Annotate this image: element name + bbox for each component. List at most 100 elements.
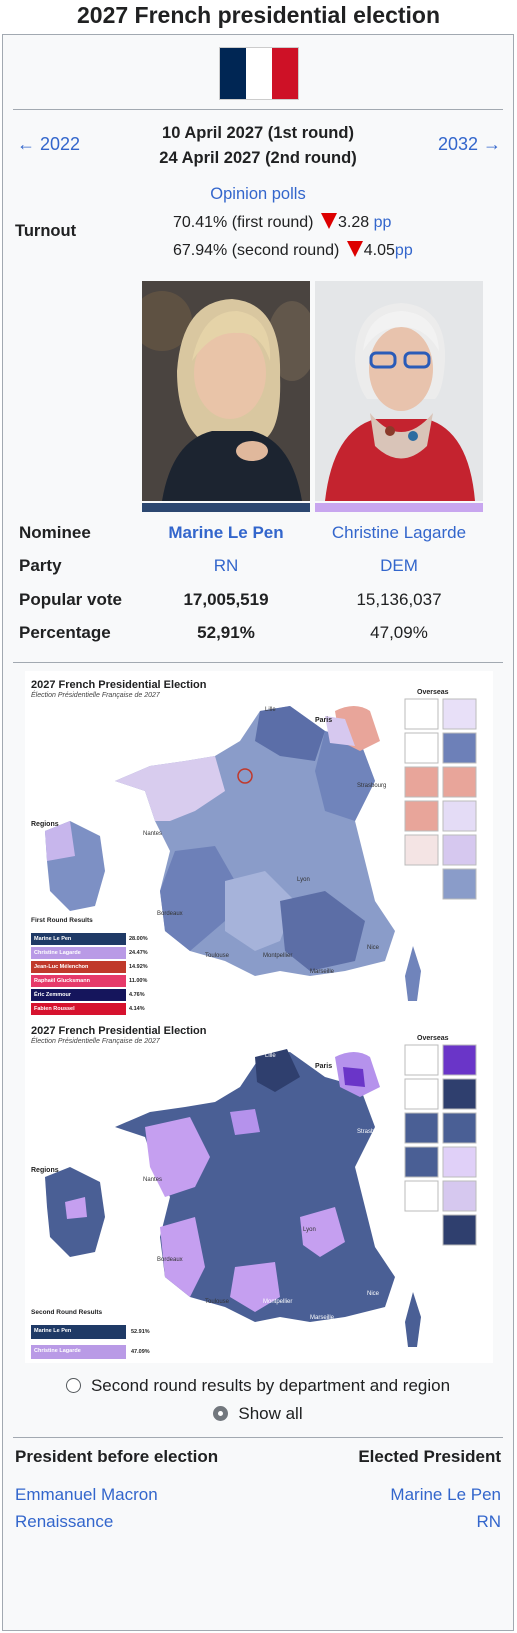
lagarde-percentage: 47,09% — [370, 623, 428, 642]
option-label: Show all — [238, 1404, 303, 1423]
candidate-photo-le-pen[interactable] — [142, 281, 310, 501]
percentage-point-link[interactable]: pp — [394, 242, 413, 259]
turnout-first-round: 70.41% (first round) 3.28 pp — [173, 213, 391, 232]
next-election-link[interactable]: 2032 → — [437, 134, 501, 154]
previous-party-link[interactable]: Renaissance — [15, 1512, 114, 1531]
radio-button-selected[interactable] — [213, 1406, 229, 1421]
french-flag-icon — [219, 47, 299, 100]
city-label: Bordeaux — [157, 911, 183, 917]
city-label: Strasbourg — [357, 783, 387, 789]
party-rn-link[interactable]: RN — [213, 556, 239, 575]
regions-label: Regions — [31, 1167, 59, 1174]
election-dates: 10 April 2027 (1st round) 24 April 2027 … — [123, 121, 393, 171]
candidate-photo-lagarde[interactable] — [315, 281, 483, 501]
legend-entry: Jean-Luc Mélenchon — [31, 961, 126, 973]
city-label: Strasbourg — [357, 1129, 387, 1135]
percentage-point-link[interactable]: pp — [373, 214, 392, 231]
opinion-polls-row: Opinion polls — [3, 185, 513, 204]
party-label: Party — [19, 556, 62, 575]
le-pen-color-bar — [142, 503, 310, 512]
first-round-date: 10 April 2027 (1st round) — [162, 124, 354, 142]
radio-button[interactable] — [65, 1378, 81, 1393]
nominee-lagarde-link[interactable]: Christine Lagarde — [331, 523, 467, 542]
legend-pct: 28.00% — [129, 936, 148, 942]
city-label: Montpellier — [263, 1299, 293, 1305]
legend-entry: Éric Zemmour — [31, 989, 126, 1001]
president-before-label: President before election — [15, 1447, 219, 1466]
divider — [13, 1437, 503, 1438]
popular-vote-label: Popular vote — [19, 590, 122, 609]
city-label: Marseille — [310, 1315, 335, 1321]
city-label: Lyon — [297, 877, 310, 883]
opinion-polls-link[interactable]: Opinion polls — [210, 185, 306, 203]
paris-label: Paris — [315, 717, 333, 724]
legend-pct: 52.91% — [131, 1329, 150, 1335]
le-pen-votes: 17,005,519 — [183, 590, 269, 609]
city-label: Toulouse — [205, 1299, 230, 1305]
city-label: Nantes — [143, 831, 163, 837]
decrease-triangle-icon — [320, 213, 337, 229]
infobox: ← 2022 10 April 2027 (1st round) 24 Apri… — [2, 34, 514, 1631]
city-label: Marseille — [310, 969, 335, 975]
map-title: 2027 French Presidential Election — [31, 679, 207, 691]
city-label: Nice — [367, 1291, 380, 1297]
previous-president-link[interactable]: Emmanuel Macron — [15, 1485, 158, 1504]
second-round-map[interactable]: 2027 French Presidential Election Électi… — [25, 1017, 493, 1363]
legend-title: First Round Results — [31, 917, 93, 924]
paris-label: Paris — [315, 1063, 333, 1070]
turnout-first-value: 70.41% (first round) — [173, 214, 314, 231]
legend-pct: 47.09% — [131, 1349, 150, 1355]
lagarde-color-bar — [315, 503, 483, 512]
legend-pct: 24.47% — [129, 950, 148, 956]
map-option-second-round[interactable]: Second round results by department and r… — [3, 1376, 513, 1396]
city-label: Toulouse — [205, 953, 230, 959]
legend-entry: Marine Le Pen — [31, 1325, 126, 1339]
previous-election-link[interactable]: ← 2022 — [17, 134, 81, 154]
percentage-label: Percentage — [19, 623, 111, 642]
page-title: 2027 French presidential election — [76, 2, 441, 28]
legend-entry: Marine Le Pen — [31, 933, 126, 945]
decrease-triangle-icon — [346, 241, 363, 257]
legend-entry: Christine Lagarde — [31, 1345, 126, 1359]
first-round-map[interactable]: 2027 French Presidential Election Électi… — [25, 671, 493, 1017]
regions-label: Regions — [31, 821, 59, 828]
turnout-first-change: 3.28 — [337, 214, 370, 231]
second-round-date: 24 April 2027 (2nd round) — [159, 149, 357, 167]
option-label: Second round results by department and r… — [90, 1376, 451, 1395]
elected-president-label: Elected President — [358, 1447, 501, 1466]
legend-title: Second Round Results — [31, 1309, 103, 1316]
nominee-le-pen-link[interactable]: Marine Le Pen — [168, 523, 284, 542]
city-label: Lille — [265, 707, 276, 713]
legend-pct: 11.00% — [129, 978, 148, 984]
legend-pct: 14.92% — [129, 964, 148, 970]
city-label: Montpellier — [263, 953, 293, 959]
elected-party-link[interactable]: RN — [476, 1512, 501, 1531]
le-pen-percentage: 52,91% — [197, 623, 255, 642]
legend-entry: Raphaël Glucksmann — [31, 975, 126, 987]
legend-entry: Fabien Roussel — [31, 1003, 126, 1015]
city-label: Lyon — [303, 1227, 316, 1233]
city-label: Lille — [265, 1053, 276, 1059]
divider — [13, 109, 503, 110]
divider — [13, 662, 503, 663]
turnout-label: Turnout — [15, 222, 77, 240]
turnout-second-value: 67.94% (second round) — [173, 242, 340, 259]
elected-president-link[interactable]: Marine Le Pen — [390, 1485, 501, 1504]
overseas-label: Overseas — [417, 1035, 449, 1042]
lagarde-votes: 15,136,037 — [356, 590, 442, 609]
city-label: Nantes — [143, 1177, 163, 1183]
map-option-show-all[interactable]: Show all — [3, 1404, 513, 1424]
map-subtitle: Élection Présidentielle Française de 202… — [31, 692, 160, 699]
map-subtitle: Élection Présidentielle Française de 202… — [31, 1038, 160, 1045]
turnout-second-change: 4.05 — [363, 242, 395, 259]
city-label: Bordeaux — [157, 1257, 183, 1263]
map-title: 2027 French Presidential Election — [31, 1025, 207, 1037]
nominee-label: Nominee — [19, 523, 91, 542]
turnout-second-round: 67.94% (second round) 4.05pp — [173, 241, 413, 260]
legend-pct: 4.14% — [129, 1006, 145, 1012]
overseas-label: Overseas — [417, 689, 449, 696]
party-dem-link[interactable]: DEM — [380, 556, 418, 575]
legend-pct: 4.76% — [129, 992, 145, 998]
legend-entry: Christine Lagarde — [31, 947, 126, 959]
city-label: Nice — [367, 945, 380, 951]
